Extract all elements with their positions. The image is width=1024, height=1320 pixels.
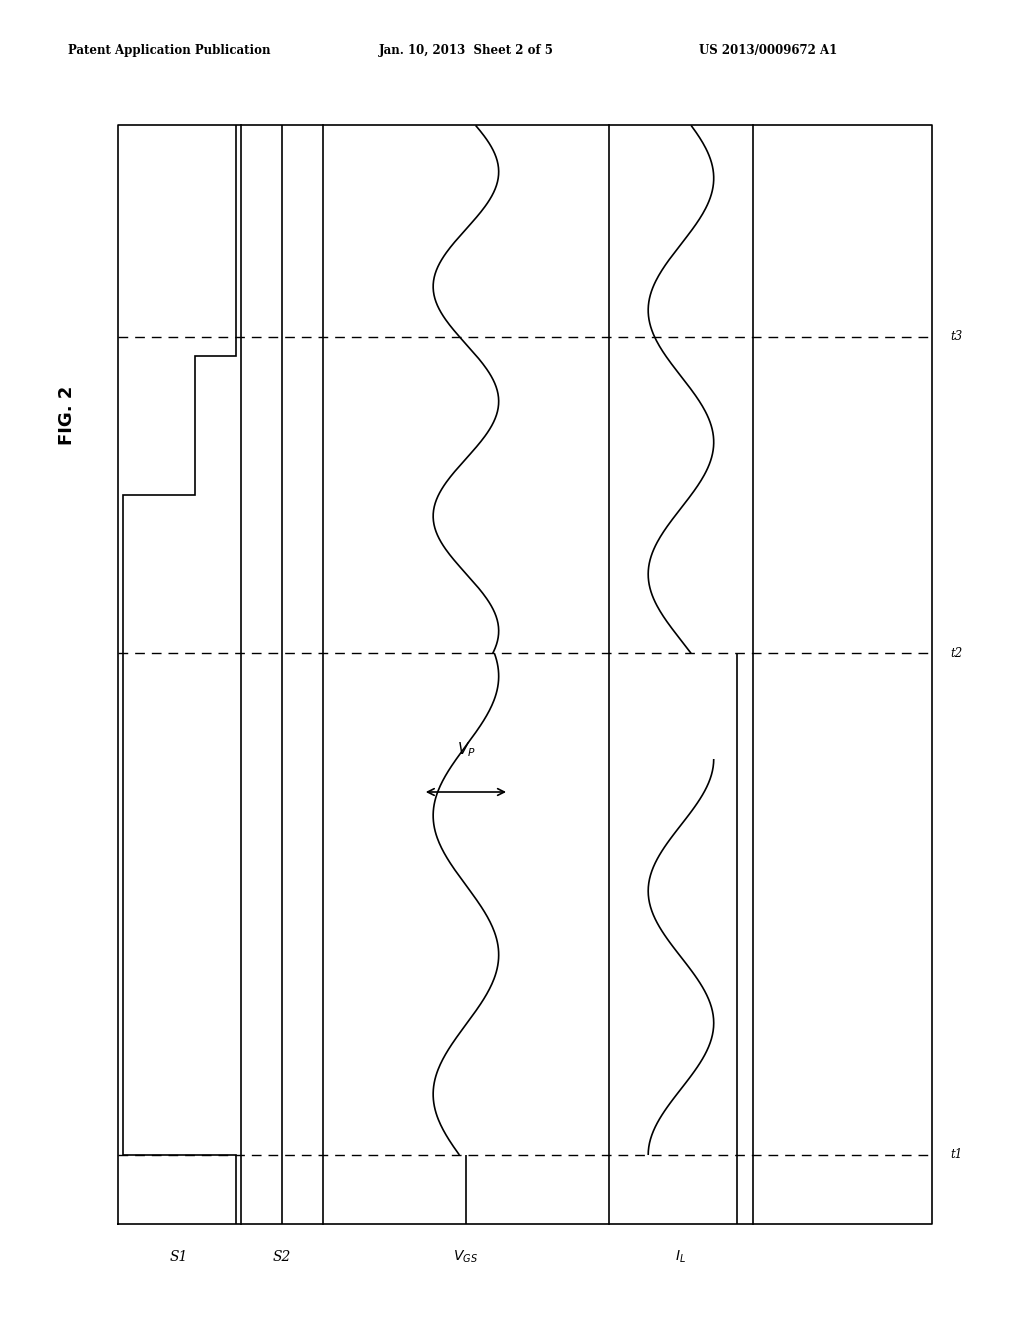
Text: US 2013/0009672 A1: US 2013/0009672 A1 <box>698 44 838 57</box>
Text: t3: t3 <box>950 330 963 343</box>
Text: t2: t2 <box>950 647 963 660</box>
Text: $V_P$: $V_P$ <box>457 741 475 759</box>
Text: Jan. 10, 2013  Sheet 2 of 5: Jan. 10, 2013 Sheet 2 of 5 <box>379 44 553 57</box>
Text: S1: S1 <box>170 1250 188 1263</box>
Text: $I_{L}$: $I_{L}$ <box>676 1249 686 1265</box>
Text: $V_{GS}$: $V_{GS}$ <box>454 1249 478 1265</box>
Text: FIG. 2: FIG. 2 <box>57 387 76 445</box>
Text: S2: S2 <box>272 1250 291 1263</box>
Text: Patent Application Publication: Patent Application Publication <box>68 44 270 57</box>
Text: t1: t1 <box>950 1148 963 1162</box>
